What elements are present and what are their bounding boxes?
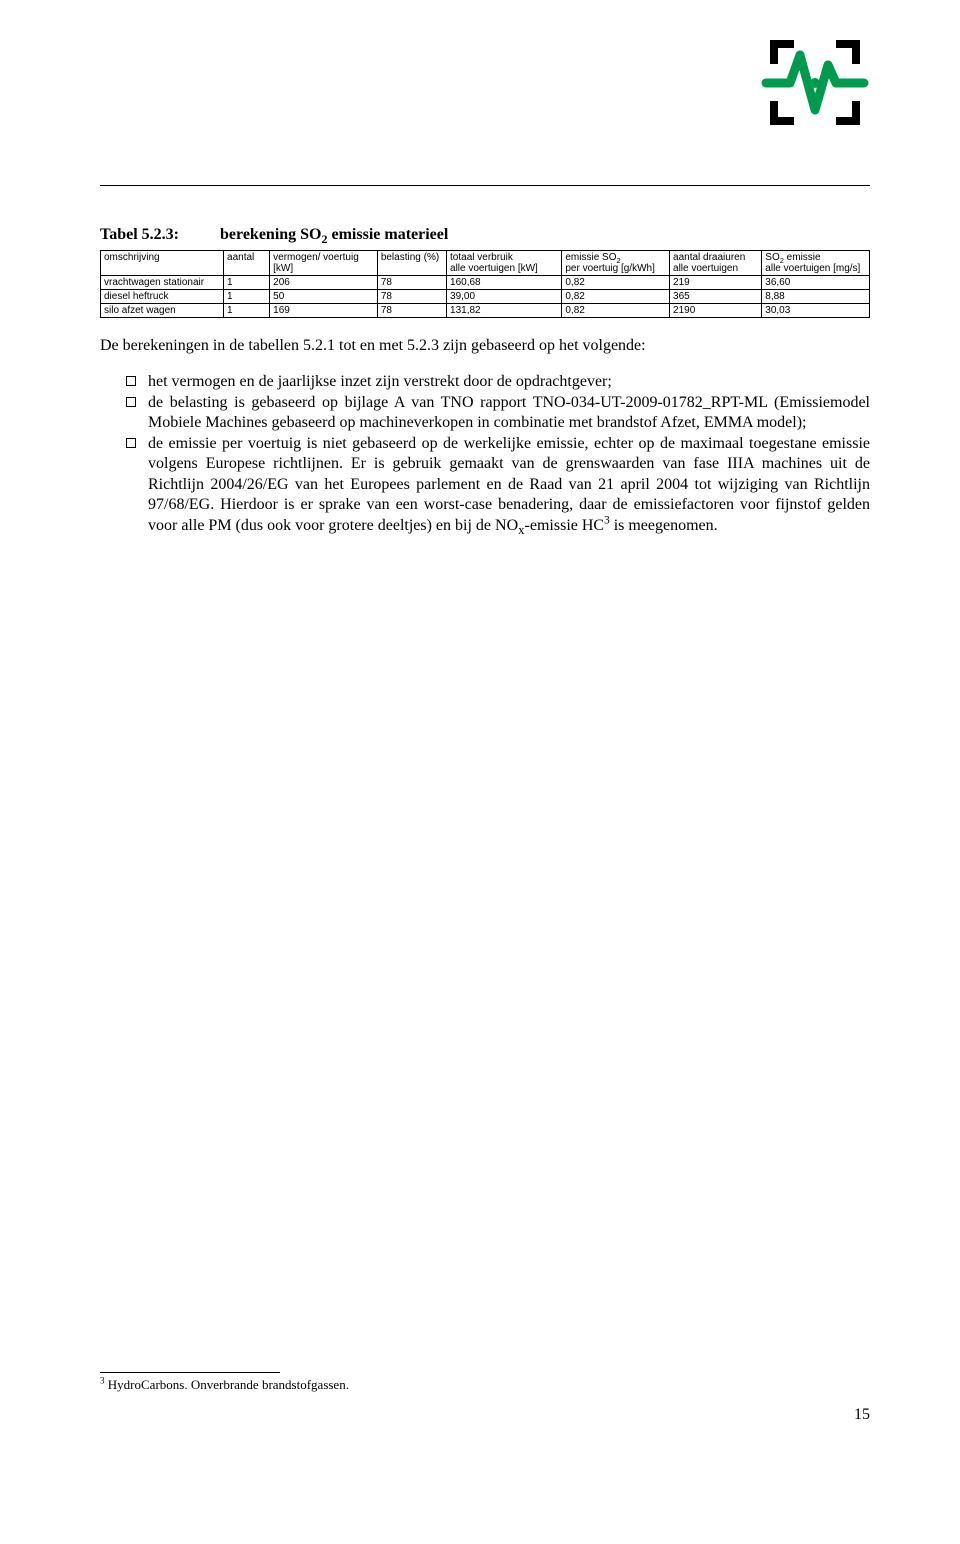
table-cell: 50	[270, 290, 378, 304]
table-cell: 39,00	[447, 290, 562, 304]
table-cell: 8,88	[762, 290, 870, 304]
table-cell: 169	[270, 304, 378, 318]
table-row: silo afzet wagen116978131,820,82219030,0…	[101, 304, 870, 318]
footnote-separator	[100, 1372, 280, 1373]
caption-title: berekening SO2 emissie materieel	[220, 226, 448, 244]
bullet-list: het vermogen en de jaarlijkse inzet zijn…	[100, 372, 870, 536]
footnote: 3 HydroCarbons. Onverbrande brandstofgas…	[100, 1377, 870, 1394]
table-cell: 0,82	[562, 304, 670, 318]
column-header: belasting (%)	[377, 251, 446, 276]
table-cell: 78	[377, 304, 446, 318]
column-header: omschrijving	[101, 251, 224, 276]
column-header: aantal	[224, 251, 270, 276]
bullet-item: de belasting is gebaseerd op bijlage A v…	[126, 393, 870, 434]
caption-label: Tabel 5.2.3:	[100, 226, 220, 244]
table-cell: 206	[270, 276, 378, 290]
page-number: 15	[854, 1406, 870, 1424]
table-cell: 0,82	[562, 290, 670, 304]
table-cell: 78	[377, 290, 446, 304]
bullet-item: het vermogen en de jaarlijkse inzet zijn…	[126, 372, 870, 392]
table-cell: 36,60	[762, 276, 870, 290]
column-header: vermogen/ voertuig[kW]	[270, 251, 378, 276]
column-header: totaal verbruikalle voertuigen [kW]	[447, 251, 562, 276]
column-header: emissie SO2per voertuig [g/kWh]	[562, 251, 670, 276]
table-cell: 1	[224, 276, 270, 290]
intro-paragraph: De berekeningen in de tabellen 5.2.1 tot…	[100, 336, 870, 356]
table-cell: diesel heftruck	[101, 290, 224, 304]
header-rule	[100, 185, 870, 186]
table-cell: 219	[670, 276, 762, 290]
table-row: diesel heftruck1507839,000,823658,88	[101, 290, 870, 304]
bullet-item: de emissie per voertuig is niet gebaseer…	[126, 434, 870, 536]
table-cell: 160,68	[447, 276, 562, 290]
column-header: aantal draaiurenalle voertuigen	[670, 251, 762, 276]
table-cell: 1	[224, 290, 270, 304]
table-cell: 131,82	[447, 304, 562, 318]
table-cell: 365	[670, 290, 762, 304]
table-cell: vrachtwagen stationair	[101, 276, 224, 290]
table-row: vrachtwagen stationair120678160,680,8221…	[101, 276, 870, 290]
table-cell: 78	[377, 276, 446, 290]
column-header: SO2 emissiealle voertuigen [mg/s]	[762, 251, 870, 276]
table-cell: 1	[224, 304, 270, 318]
table-cell: 2190	[670, 304, 762, 318]
emission-table: omschrijvingaantalvermogen/ voertuig[kW]…	[100, 250, 870, 318]
table-cell: silo afzet wagen	[101, 304, 224, 318]
table-cell: 30,03	[762, 304, 870, 318]
table-caption: Tabel 5.2.3: berekening SO2 emissie mate…	[100, 226, 870, 244]
table-cell: 0,82	[562, 276, 670, 290]
logo	[760, 35, 870, 135]
